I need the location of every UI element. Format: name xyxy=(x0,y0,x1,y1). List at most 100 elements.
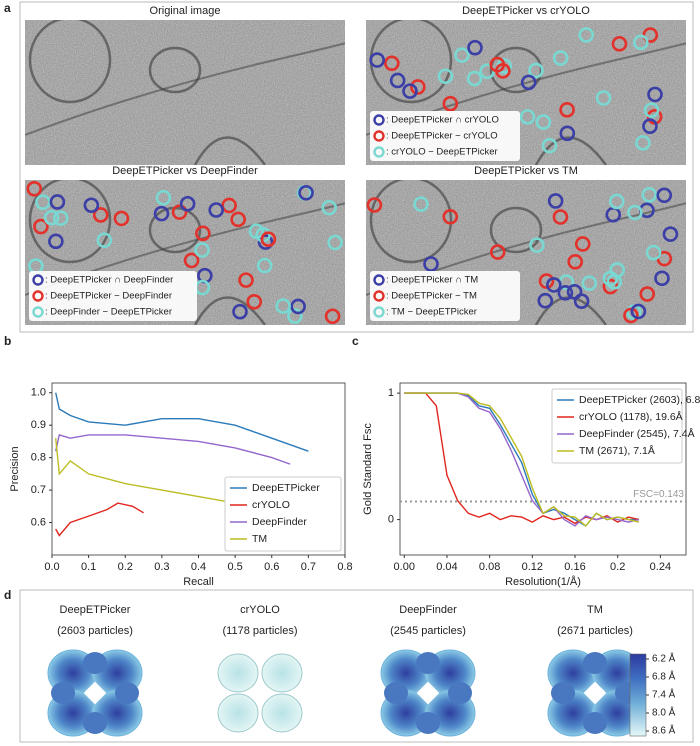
y-tick-label: 1.0 xyxy=(31,387,46,399)
tomogram-image: : DeepETPicker ∩ DeepFinder: DeepETPicke… xyxy=(25,180,345,325)
colorbar-tick-label: 8.0 Å xyxy=(652,706,676,719)
legend-label: crYOLO xyxy=(252,499,290,511)
map-particles: (2603 particles) xyxy=(57,625,133,637)
pick-circle xyxy=(232,303,248,320)
y-tick-label: 1 xyxy=(388,387,394,399)
pick-circle xyxy=(606,274,623,290)
pick-circle xyxy=(194,242,210,258)
x-tick-label: 0.00 xyxy=(394,561,415,573)
x-axis-label: Recall xyxy=(183,576,214,588)
pick-circle xyxy=(257,234,274,250)
image-noise xyxy=(25,20,345,165)
membrane xyxy=(369,180,453,264)
tomogram-image: : DeepETPicker ∩ TM: DeepETPicker − TM: … xyxy=(366,180,686,325)
image-title: DeepETPicker vs crYOLO xyxy=(462,5,590,17)
membrane xyxy=(25,38,345,136)
pick-circle xyxy=(384,55,400,72)
panel-d-frame xyxy=(19,589,694,743)
pick-circle xyxy=(641,187,658,203)
pick-circle xyxy=(113,210,130,227)
membrane xyxy=(193,296,267,325)
panel-label: a xyxy=(4,1,11,15)
pick-circle xyxy=(559,125,576,142)
pick-circle xyxy=(413,196,429,212)
pick-circle xyxy=(324,308,341,325)
pick-circle xyxy=(287,308,303,324)
legend-box xyxy=(370,111,520,161)
legend-label: DeepFinder (2545), 7.4Å xyxy=(579,427,695,440)
density-map xyxy=(547,649,643,737)
legend-label: DeepETPicker (2603), 6.8Å xyxy=(579,393,700,406)
x-tick-label: 0.16 xyxy=(564,561,585,573)
annotation: FSC=0.143 xyxy=(633,489,684,500)
y-tick-label: 0.6 xyxy=(31,516,46,528)
pick-circle xyxy=(630,303,647,320)
pick-circle xyxy=(654,270,670,287)
series-line xyxy=(404,392,640,527)
pick-circle xyxy=(519,109,536,125)
pick-circle xyxy=(35,194,51,211)
map-bridge xyxy=(83,712,107,734)
pick-circle xyxy=(535,114,552,130)
pick-circle xyxy=(627,204,643,221)
pick-circle xyxy=(454,47,470,63)
membrane xyxy=(193,136,267,165)
x-tick-label: 0.1 xyxy=(81,561,96,573)
pick-circle xyxy=(574,236,591,252)
image-title: DeepETPicker vs DeepFinder xyxy=(112,165,258,177)
panel-label: d xyxy=(4,588,11,602)
density-map xyxy=(380,649,476,737)
pick-circle xyxy=(552,209,569,225)
map-lobe xyxy=(261,693,303,733)
x-tick-label: 0.5 xyxy=(227,561,242,573)
panel-label: b xyxy=(4,334,11,348)
map-lobe xyxy=(217,693,259,733)
tomogram-image: : DeepETPicker ∩ crYOLO : DeepETPicker − … xyxy=(366,20,686,165)
legend-label: : TM − DeepETPicker xyxy=(386,307,477,318)
legend-box xyxy=(29,271,197,321)
map-bridge xyxy=(551,682,575,704)
pick-circle xyxy=(538,273,555,289)
pick-circle xyxy=(639,286,656,302)
legend-label: : DeepETPicker ∩ TM xyxy=(386,275,478,286)
legend-label: : DeepETPicker ∩ DeepFinder xyxy=(45,275,173,286)
pick-circle xyxy=(489,244,506,260)
map-hole xyxy=(83,681,107,705)
legend-label: : DeepETPicker − crYOLO xyxy=(386,131,498,142)
legend-marker xyxy=(32,274,44,286)
pick-circle xyxy=(656,187,673,204)
map-particles: (2545 particles) xyxy=(390,625,466,637)
map-bridge xyxy=(448,682,472,704)
y-axis-label: Precision xyxy=(9,446,21,491)
pick-circle xyxy=(290,298,306,315)
map-bridge xyxy=(51,682,75,704)
pick-circle xyxy=(402,83,418,99)
pick-circle xyxy=(171,204,188,220)
legend-box xyxy=(551,388,683,464)
pick-circle xyxy=(423,256,439,272)
map-name: DeepFinder xyxy=(399,604,457,616)
pick-circle xyxy=(643,102,660,118)
pick-circle xyxy=(26,180,43,197)
colorbar-tick-label: 8.6 Å xyxy=(652,724,676,737)
membrane xyxy=(28,20,112,104)
map-name: crYOLO xyxy=(240,604,280,616)
pick-circle xyxy=(537,292,554,309)
pick-circle xyxy=(442,208,459,225)
pick-circle xyxy=(179,195,196,212)
map-particles: (1178 particles) xyxy=(223,625,298,637)
pick-circle xyxy=(578,27,595,43)
legend-label: TM (2671), 7.1Å xyxy=(579,444,655,457)
map-bridge xyxy=(583,712,607,734)
map-particles: (2671 particles) xyxy=(557,625,633,637)
pick-circle xyxy=(437,68,454,85)
pick-circle xyxy=(221,197,237,214)
x-tick-label: 0.8 xyxy=(337,561,352,573)
pick-circle xyxy=(466,70,483,87)
pick-circle xyxy=(595,90,612,106)
legend-label: : DeepETPicker ∩ crYOLO xyxy=(386,115,499,126)
colorbar-tick-label: 6.2 Å xyxy=(652,652,676,665)
pick-circle xyxy=(238,272,254,288)
series-line xyxy=(55,502,144,537)
